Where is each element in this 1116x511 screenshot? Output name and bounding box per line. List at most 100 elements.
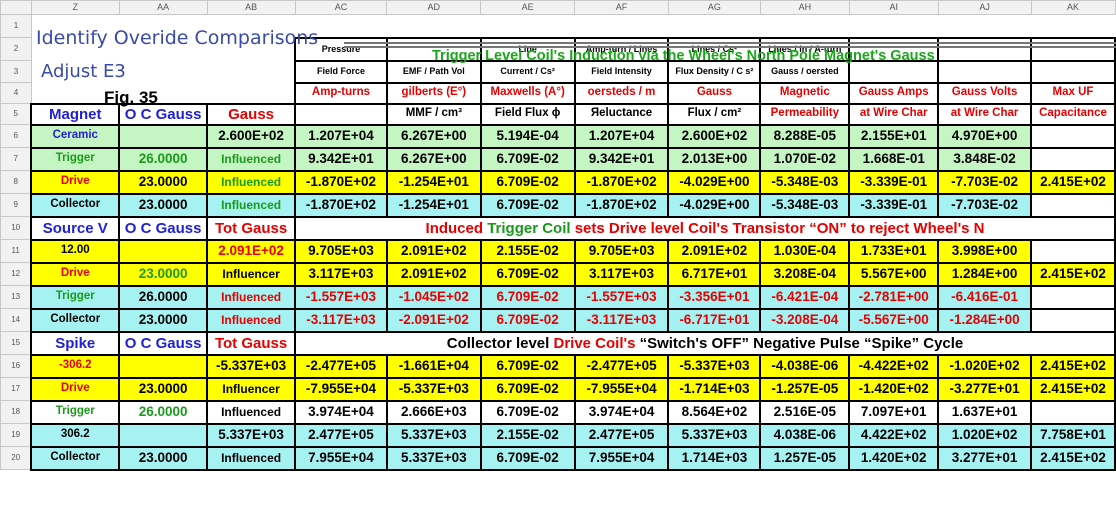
row-label-cell[interactable]: Ceramic bbox=[30, 123, 121, 149]
value-cell[interactable]: 6.709E-02 bbox=[479, 445, 576, 471]
value-cell[interactable] bbox=[1030, 307, 1116, 333]
value-cell[interactable]: 6.709E-02 bbox=[479, 146, 576, 172]
row-label-cell[interactable]: 12.00 bbox=[30, 238, 121, 264]
header-cell[interactable]: Gauss bbox=[206, 102, 297, 126]
header-cell[interactable]: Gauss / oersted bbox=[759, 59, 851, 84]
value-cell[interactable]: 2.013E+00 bbox=[667, 146, 762, 172]
value-cell[interactable]: 2.666E+03 bbox=[385, 399, 482, 425]
row-header[interactable]: 4 bbox=[0, 82, 32, 104]
cell[interactable] bbox=[30, 37, 120, 61]
value-cell[interactable]: -1.045E+02 bbox=[385, 284, 482, 310]
row-label-cell[interactable]: Collector bbox=[30, 445, 121, 471]
value-cell[interactable]: 6.267E+00 bbox=[385, 146, 482, 172]
value-cell[interactable]: 2.415E+02 bbox=[1030, 353, 1116, 379]
header-cell[interactable]: Field Force bbox=[294, 59, 388, 84]
cell[interactable] bbox=[1030, 14, 1116, 38]
gauss-cell[interactable]: Influenced bbox=[206, 192, 297, 218]
gauss-cell[interactable]: Influenced bbox=[206, 284, 297, 310]
oc-gauss-cell[interactable]: 23.0000 bbox=[118, 169, 209, 195]
value-cell[interactable]: -3.277E+01 bbox=[937, 376, 1032, 402]
row-header[interactable]: 17 bbox=[0, 377, 32, 401]
cell[interactable] bbox=[848, 14, 939, 38]
oc-gauss-cell[interactable]: 26.0000 bbox=[118, 284, 209, 310]
section-label[interactable]: O C Gauss bbox=[118, 215, 209, 241]
oc-gauss-cell[interactable] bbox=[118, 422, 209, 448]
value-cell[interactable]: 8.288E-05 bbox=[759, 123, 851, 149]
section-label[interactable]: O C Gauss bbox=[118, 330, 209, 356]
header-cell[interactable]: MMF / cm³ bbox=[385, 102, 482, 126]
oc-gauss-cell[interactable]: 23.0000 bbox=[118, 445, 209, 471]
column-header[interactable]: AI bbox=[848, 0, 939, 15]
cell[interactable] bbox=[386, 14, 482, 38]
value-cell[interactable] bbox=[1030, 284, 1116, 310]
header-cell[interactable]: O C Gauss bbox=[118, 102, 209, 126]
column-header[interactable]: Z bbox=[30, 0, 120, 15]
value-cell[interactable]: -1.420E+02 bbox=[848, 376, 940, 402]
value-cell[interactable]: 1.257E-05 bbox=[759, 445, 851, 471]
oc-gauss-cell[interactable]: 23.0000 bbox=[118, 307, 209, 333]
value-cell[interactable]: 1.284E+00 bbox=[937, 261, 1032, 287]
header-cell[interactable]: Permeability bbox=[759, 102, 851, 126]
value-cell[interactable]: 2.415E+02 bbox=[1030, 261, 1116, 287]
column-header[interactable]: AJ bbox=[937, 0, 1032, 15]
row-label-cell[interactable]: -306.2 bbox=[30, 353, 121, 379]
value-cell[interactable]: 4.970E+00 bbox=[937, 123, 1032, 149]
header-cell[interactable]: Max UF bbox=[1030, 81, 1116, 105]
value-cell[interactable]: 3.974E+04 bbox=[573, 399, 670, 425]
cell[interactable] bbox=[294, 14, 388, 38]
value-cell[interactable]: 1.668E-01 bbox=[848, 146, 940, 172]
value-cell[interactable]: 5.337E+03 bbox=[385, 445, 482, 471]
value-cell[interactable]: 6.709E-02 bbox=[479, 192, 576, 218]
cell[interactable] bbox=[206, 14, 296, 38]
header-cell[interactable]: Field Intensity bbox=[573, 59, 670, 84]
row-header[interactable]: 19 bbox=[0, 423, 32, 447]
value-cell[interactable]: -3.339E-01 bbox=[848, 169, 940, 195]
value-cell[interactable]: 7.955E+04 bbox=[573, 445, 670, 471]
value-cell[interactable]: 1.207E+04 bbox=[294, 123, 388, 149]
value-cell[interactable]: -5.348E-03 bbox=[759, 169, 851, 195]
value-cell[interactable]: 2.091E+02 bbox=[385, 261, 482, 287]
oc-gauss-cell[interactable]: 26.0000 bbox=[118, 399, 209, 425]
value-cell[interactable]: -1.020E+02 bbox=[937, 353, 1032, 379]
value-cell[interactable]: -1.870E+02 bbox=[573, 169, 670, 195]
value-cell[interactable]: 3.208E-04 bbox=[759, 261, 851, 287]
header-cell[interactable]: Amp-turns bbox=[294, 81, 388, 105]
header-cell[interactable] bbox=[848, 59, 940, 84]
row-label-cell[interactable]: Drive bbox=[30, 261, 121, 287]
value-cell[interactable]: -2.477E+05 bbox=[294, 353, 388, 379]
column-header[interactable]: AC bbox=[294, 0, 388, 15]
value-cell[interactable]: 2.477E+05 bbox=[294, 422, 388, 448]
value-cell[interactable]: -5.337E+03 bbox=[385, 376, 482, 402]
value-cell[interactable]: -1.870E+02 bbox=[573, 192, 670, 218]
header-cell[interactable]: Field Flux ϕ bbox=[479, 102, 576, 126]
row-header[interactable]: 18 bbox=[0, 400, 32, 424]
row-header[interactable]: 1 bbox=[0, 14, 32, 38]
value-cell[interactable]: 1.020E+02 bbox=[937, 422, 1032, 448]
header-cell[interactable]: Gauss bbox=[667, 81, 762, 105]
value-cell[interactable]: 5.337E+03 bbox=[385, 422, 482, 448]
cell[interactable] bbox=[667, 14, 761, 38]
value-cell[interactable]: 3.117E+03 bbox=[294, 261, 388, 287]
header-cell[interactable]: Gauss Volts bbox=[937, 81, 1032, 105]
value-cell[interactable]: 2.415E+02 bbox=[1030, 445, 1116, 471]
header-cell[interactable]: Яeluctance bbox=[573, 102, 670, 126]
value-cell[interactable]: 6.709E-02 bbox=[479, 307, 576, 333]
row-header[interactable]: 2 bbox=[0, 37, 32, 61]
gauss-cell[interactable]: Influencer bbox=[206, 261, 297, 287]
value-cell[interactable]: 2.155E-02 bbox=[479, 238, 576, 264]
gauss-cell[interactable]: Influenced bbox=[206, 169, 297, 195]
value-cell[interactable]: -6.421E-04 bbox=[759, 284, 851, 310]
value-cell[interactable]: 2.091E+02 bbox=[667, 238, 762, 264]
row-header[interactable]: 5 bbox=[0, 103, 32, 125]
gauss-cell[interactable]: Influenced bbox=[206, 399, 297, 425]
section-banner[interactable]: Induced Trigger Coil sets Drive level Co… bbox=[294, 215, 1116, 241]
value-cell[interactable]: -3.117E+03 bbox=[294, 307, 388, 333]
header-cell[interactable]: Amp-turn / Lines bbox=[573, 36, 670, 62]
gauss-cell[interactable]: 2.600E+02 bbox=[206, 123, 297, 149]
value-cell[interactable]: 1.637E+01 bbox=[937, 399, 1032, 425]
row-header[interactable]: 10 bbox=[0, 216, 32, 240]
row-label-cell[interactable]: Trigger bbox=[30, 399, 121, 425]
cell[interactable] bbox=[480, 14, 576, 38]
oc-gauss-cell[interactable]: 23.0000 bbox=[118, 261, 209, 287]
value-cell[interactable]: -1.870E+02 bbox=[294, 192, 388, 218]
